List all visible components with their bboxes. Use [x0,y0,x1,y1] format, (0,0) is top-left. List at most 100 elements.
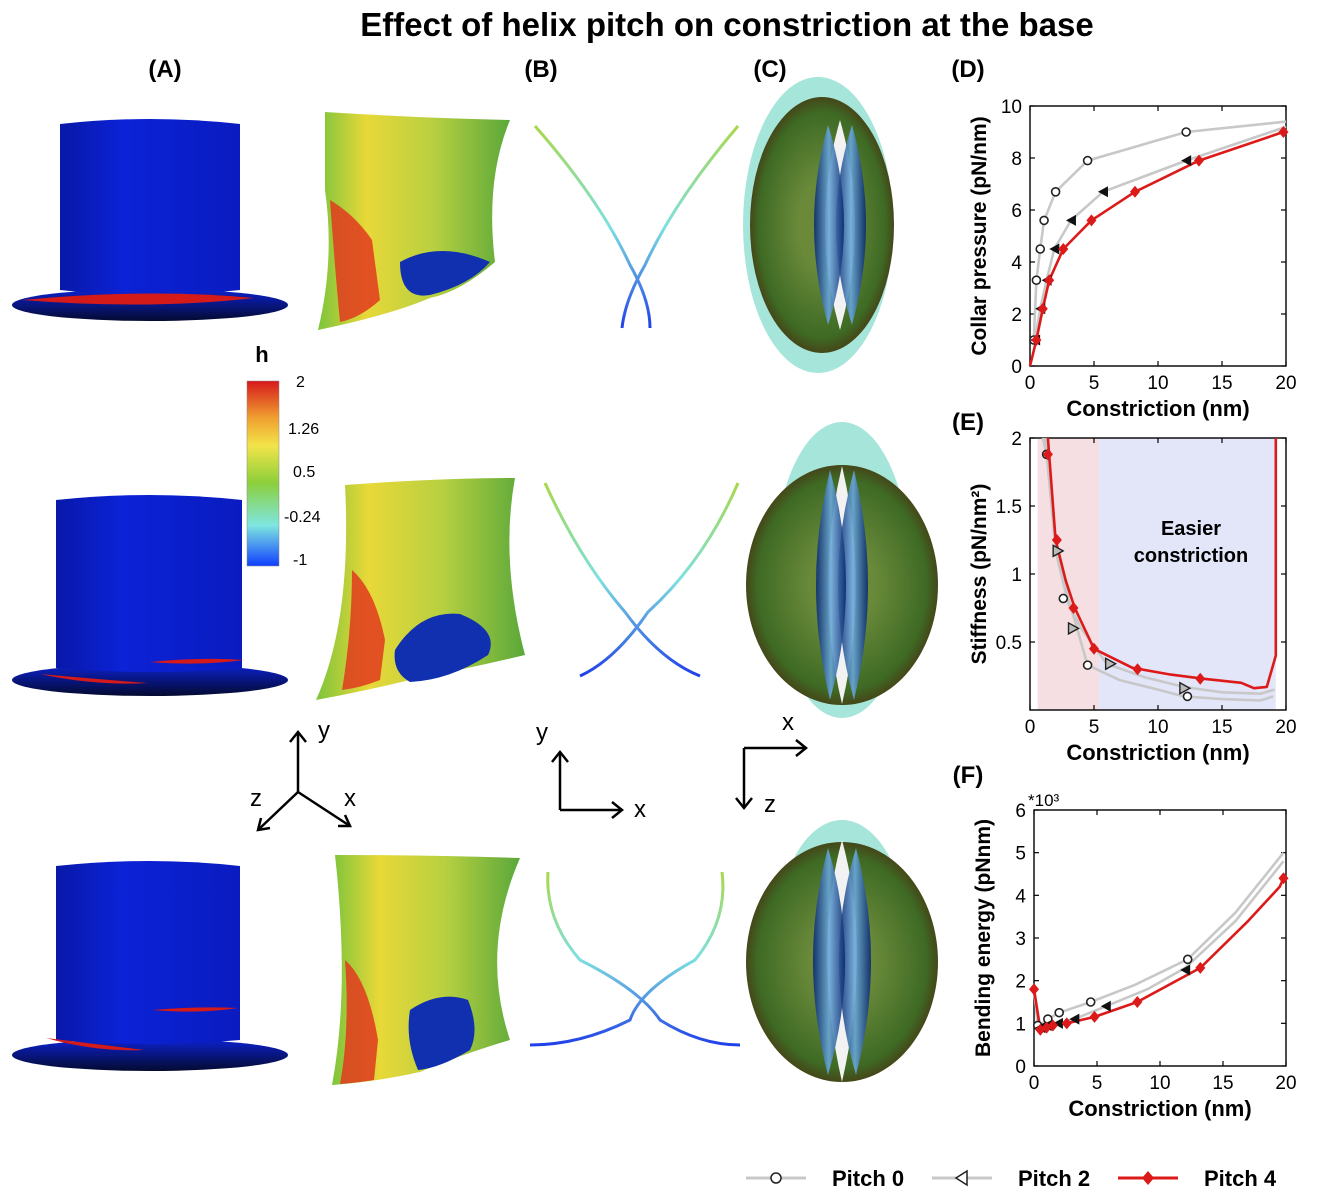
marker-pitch-4-1 [1051,534,1062,546]
y-tick-label: 2 [1011,429,1022,450]
series-line-pitch-0 [1032,851,1285,1027]
marker-pitch-4-1 [1035,1023,1046,1036]
chart-stiffness: 0 5 10 15 20 0.5 1 1.5 2 Constriction (nm) Stiffne… [968,429,1297,765]
x-tick-label: 20 [1275,717,1296,738]
marker-pitch-2-4 [1065,214,1076,226]
y-tick-label: 8 [1011,149,1022,170]
series-line-pitch-2 [1033,125,1287,341]
colorbar: h 2 1.26 0.5 -0.24 -1 [246,342,321,569]
panel-label-b: (B) [524,56,557,83]
y-tick-label: 2 [1011,305,1022,326]
x-tick-label: 5 [1092,1073,1103,1094]
helix-stripe [40,674,148,684]
marker-pitch-4-0 [1029,983,1039,996]
hat-crown [56,861,240,1044]
series-line-pitch-2 [1032,860,1285,1029]
annotation-constriction: constriction [1134,545,1248,567]
hat-crown [56,495,242,672]
colorbar-gradient [246,380,280,567]
x-tick-label: 20 [1275,373,1296,394]
helix-stripe [152,1007,238,1012]
legend-item-pitch-2: Pitch 2 [932,1166,1090,1191]
marker-pitch-0-2 [1035,244,1046,254]
x-tick-label: 0 [1029,1073,1040,1094]
axes-triad-b [551,749,625,819]
legend-label: Pitch 0 [832,1166,904,1191]
marker-pitch-4-5 [1129,185,1140,198]
marker-pitch-4-4 [1086,214,1097,227]
profile-row-2 [543,482,740,678]
triad-label-z: z [250,785,262,812]
marker-pitch-4-3 [1047,1019,1058,1032]
triad-label-x: x [344,785,356,812]
collar-row-3 [746,820,938,1082]
panel-label-c: (C) [753,56,786,83]
tube-row-1 [318,112,510,330]
x-tick-label: 10 [1147,717,1168,738]
axes-triad-c [735,739,809,811]
marker-pitch-4-2 [1044,274,1055,287]
marker-pitch-4-6 [1193,154,1204,167]
x-axis-label: Constriction (nm) [1068,1096,1251,1121]
marker-pitch-4-5 [1089,1010,1100,1023]
y-tick-label: 0.5 [996,633,1022,654]
tube-row-3 [332,855,520,1085]
y-tick-label: 6 [1015,801,1026,822]
marker-pitch-4-4 [1061,1017,1072,1030]
marker-pitch-4-4 [1132,663,1143,676]
y-tick-label: 6 [1011,201,1022,222]
marker-pitch-4-1 [1037,302,1048,315]
x-tick-label: 15 [1211,373,1232,394]
y-axis-label: Collar pressure (pN/nm) [968,116,991,355]
series-line-pitch-0 [1032,120,1287,341]
hat-row-2 [12,495,288,696]
y-tick-label: 5 [1015,844,1026,865]
marker-pitch-4-5 [1195,672,1206,685]
colorbar-tick: -1 [293,552,307,569]
annotation-easier: Easier [1161,518,1221,540]
marker-pitch-4-0 [1031,334,1042,346]
marker-pitch-0-3 [1085,997,1096,1007]
marker-pitch-2-3 [1049,243,1060,255]
panel-label-d: (D) [951,56,984,83]
x-tick-label: 0 [1025,717,1036,738]
hat-row-3 [12,861,288,1071]
x-axis-label: Constriction (nm) [1066,740,1249,765]
x-tick-label: 0 [1025,373,1036,394]
x-tick-label: 5 [1089,373,1100,394]
marker-pitch-4-7 [1278,126,1289,138]
tube-row-2 [316,478,525,700]
marker-pitch-0-3 [1039,215,1049,226]
marker-pitch-2-5 [1097,186,1108,198]
marker-pitch-2-6 [1181,155,1192,167]
y-tick-label: 4 [1015,886,1026,907]
legend-label: Pitch 4 [1204,1166,1277,1191]
marker-pitch-2-2 [1052,1017,1063,1029]
colorbar-label: h [255,342,268,367]
x-axis-label: Constriction (nm) [1066,396,1249,421]
series-line-pitch-2 [1044,437,1275,696]
x-tick-label: 15 [1212,1073,1233,1094]
colorbar-tick: 1.26 [288,421,319,438]
marker-pitch-2-2 [1104,657,1118,671]
legend-label: Pitch 2 [1018,1166,1090,1191]
marker-pitch-4-3 [1058,243,1069,255]
hat-brim [12,664,288,696]
y-tick-label: 0 [1015,1057,1026,1078]
collar-row-2 [746,422,938,718]
y-multiplier: *10³ [1028,791,1060,810]
x-tick-label: 20 [1275,1073,1296,1094]
triad-label-z: z [764,791,776,818]
y-tick-label: 1.5 [996,497,1022,518]
marker-pitch-2-4 [1100,1000,1111,1012]
y-tick-label: 10 [1001,97,1022,118]
marker-pitch-2-3 [1069,1013,1080,1025]
marker-pitch-2-0 [1052,544,1065,558]
profile-row-3 [529,871,741,1047]
profile-row-1 [533,125,740,329]
marker-pitch-0-1 [1031,275,1042,286]
chart-bending-energy: 0 5 10 15 20 0 1 2 3 4 5 6 Constriction (nm) Bending … [972,791,1297,1121]
helix-stripe [46,1038,144,1051]
